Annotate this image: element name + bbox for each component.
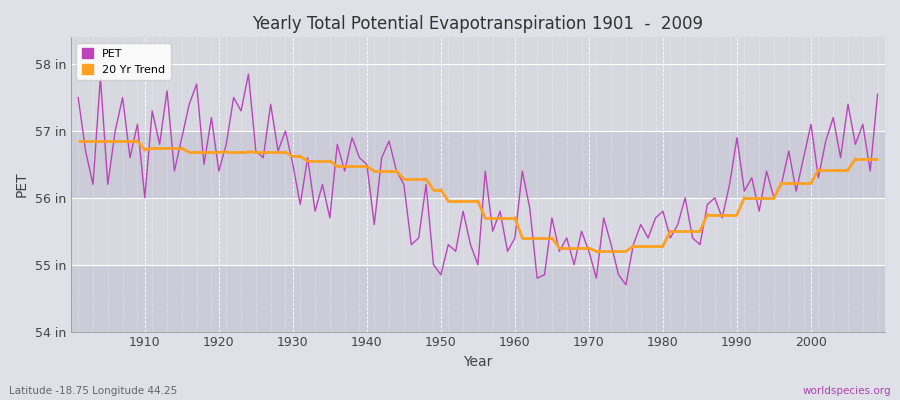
PET <box>243 72 254 76</box>
Bar <box>71 265 885 332</box>
Y-axis label: PET: PET <box>15 172 29 197</box>
PET <box>346 135 357 140</box>
PET <box>509 236 520 240</box>
PET <box>620 282 631 287</box>
PET <box>606 242 616 247</box>
Text: Latitude -18.75 Longitude 44.25: Latitude -18.75 Longitude 44.25 <box>9 386 177 396</box>
PET <box>517 169 527 174</box>
PET <box>872 92 883 96</box>
PET <box>132 122 143 127</box>
Text: worldspecies.org: worldspecies.org <box>803 386 891 396</box>
Line: PET: PET <box>78 74 878 285</box>
X-axis label: Year: Year <box>464 355 492 369</box>
PET <box>73 95 84 100</box>
Legend: PET, 20 Yr Trend: PET, 20 Yr Trend <box>76 43 171 80</box>
PET <box>302 155 313 160</box>
Title: Yearly Total Potential Evapotranspiration 1901  -  2009: Yearly Total Potential Evapotranspiratio… <box>252 15 704 33</box>
Bar <box>71 131 885 198</box>
